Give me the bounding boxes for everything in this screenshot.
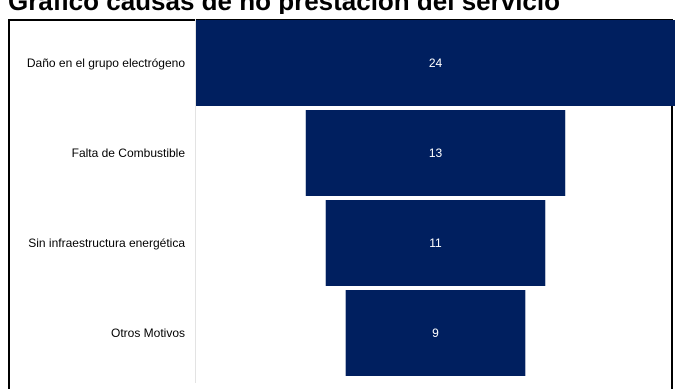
data-label: 9 (432, 326, 439, 340)
category-label: Daño en el grupo electrógeno (27, 56, 185, 70)
data-label: 11 (429, 236, 442, 250)
funnel-bar (325, 200, 546, 286)
category-axis-line (195, 19, 196, 383)
category-label: Sin infraestructura energética (28, 236, 185, 250)
funnel-bar (345, 290, 526, 376)
funnel-bar (305, 110, 566, 196)
data-label: 13 (429, 146, 443, 160)
chart-title: Gráfico causas de no prestación del serv… (8, 0, 675, 14)
category-label: Falta de Combustible (72, 146, 186, 160)
data-label: 24 (429, 56, 443, 70)
funnel-bar (196, 20, 675, 106)
category-label: Otros Motivos (111, 326, 185, 340)
